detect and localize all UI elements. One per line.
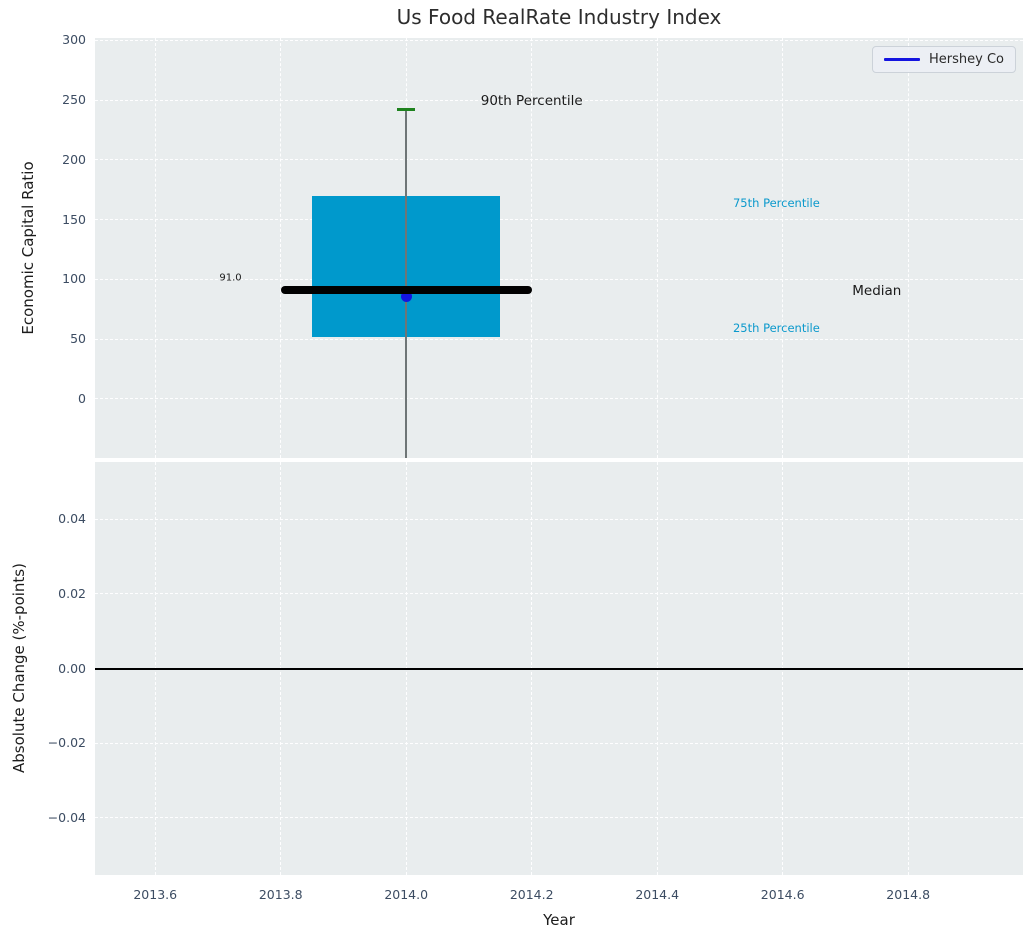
annotation-25th-percentile: 25th Percentile — [732, 321, 820, 336]
bottom-y-axis-label: Absolute Change (%-points) — [10, 563, 28, 773]
y-tick-label: 200 — [62, 151, 86, 167]
gridline-horizontal — [95, 159, 1023, 161]
y-tick-label: 0.00 — [58, 660, 86, 676]
gridline-horizontal — [95, 398, 1023, 400]
gridline-horizontal — [95, 338, 1023, 340]
boxplot-whisker — [405, 109, 408, 458]
gridline-vertical — [154, 38, 156, 458]
gridline-vertical — [656, 38, 658, 458]
x-tick-label: 2014.2 — [509, 887, 554, 902]
annotation-median: Median — [852, 283, 902, 300]
annotation-90th-percentile: 90th Percentile — [480, 93, 583, 110]
x-tick-label: 2014.8 — [886, 887, 931, 902]
x-tick-label: 2014.0 — [384, 887, 429, 902]
gridline-horizontal — [95, 742, 1023, 744]
top-y-axis-label: Economic Capital Ratio — [19, 161, 37, 335]
chart-title: Us Food RealRate Industry Index — [396, 5, 722, 29]
annotation-91-0: 91.0 — [219, 272, 242, 284]
gridline-vertical — [531, 38, 533, 458]
y-tick-label: 250 — [62, 92, 86, 108]
boxplot-90th-cap-icon — [397, 108, 416, 112]
gridline-horizontal — [95, 593, 1023, 595]
legend-line-sample-icon — [884, 58, 920, 61]
x-tick-label: 2014.6 — [760, 887, 805, 902]
y-tick-label: 150 — [62, 211, 86, 227]
y-tick-label: 0.04 — [58, 511, 86, 527]
gridline-horizontal — [95, 278, 1023, 280]
boxplot-median-line — [280, 286, 532, 295]
y-tick-label: 300 — [62, 32, 86, 48]
y-tick-label: 50 — [70, 331, 86, 347]
legend: Hershey Co — [872, 46, 1016, 73]
gridline-horizontal — [95, 219, 1023, 221]
gridline-horizontal — [95, 817, 1023, 819]
top-plot-background — [95, 38, 1023, 458]
gridline-horizontal — [95, 39, 1023, 41]
y-tick-label: −0.04 — [47, 809, 86, 825]
y-tick-label: 0.02 — [58, 585, 86, 601]
gridline-vertical — [907, 38, 909, 458]
y-tick-label: −0.02 — [47, 735, 86, 751]
x-axis-label: Year — [543, 911, 575, 929]
annotation-75th-percentile: 75th Percentile — [732, 195, 820, 210]
gridline-vertical — [782, 38, 784, 458]
zero-line — [95, 667, 1023, 670]
x-tick-label: 2013.8 — [258, 887, 303, 902]
gridline-vertical — [280, 38, 282, 458]
hershey-co-point-icon — [400, 290, 412, 302]
x-tick-label: 2014.4 — [635, 887, 680, 902]
y-tick-label: 100 — [62, 271, 86, 287]
y-tick-label: 0 — [78, 390, 86, 406]
x-tick-label: 2013.6 — [133, 887, 178, 902]
gridline-horizontal — [95, 99, 1023, 101]
legend-label: Hershey Co — [929, 52, 1004, 67]
gridline-horizontal — [95, 518, 1023, 520]
